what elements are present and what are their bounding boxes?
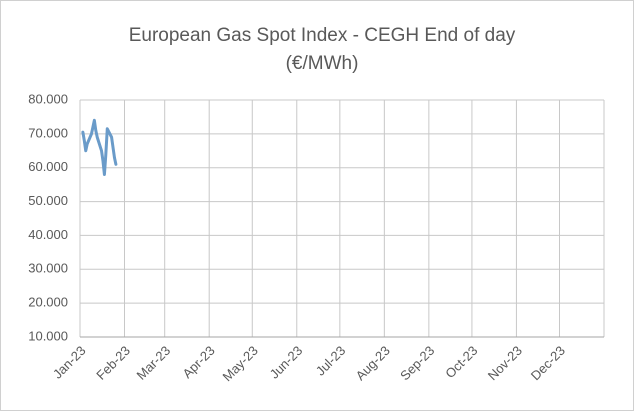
y-tick-label: 50.000 [28,193,68,208]
y-tick-label: 70.000 [28,125,68,140]
y-tick-label: 40.000 [28,227,68,242]
y-tick-label: 20.000 [28,295,68,310]
y-tick-label: 10.000 [28,328,68,343]
data-line [81,118,118,176]
y-tick-label: 30.000 [28,261,68,276]
chart-title: (€/MWh) [286,53,359,74]
chart-title: European Gas Spot Index - CEGH End of da… [129,25,516,46]
y-tick-label: 60.000 [28,159,68,174]
y-tick-label: 80.000 [28,91,68,106]
